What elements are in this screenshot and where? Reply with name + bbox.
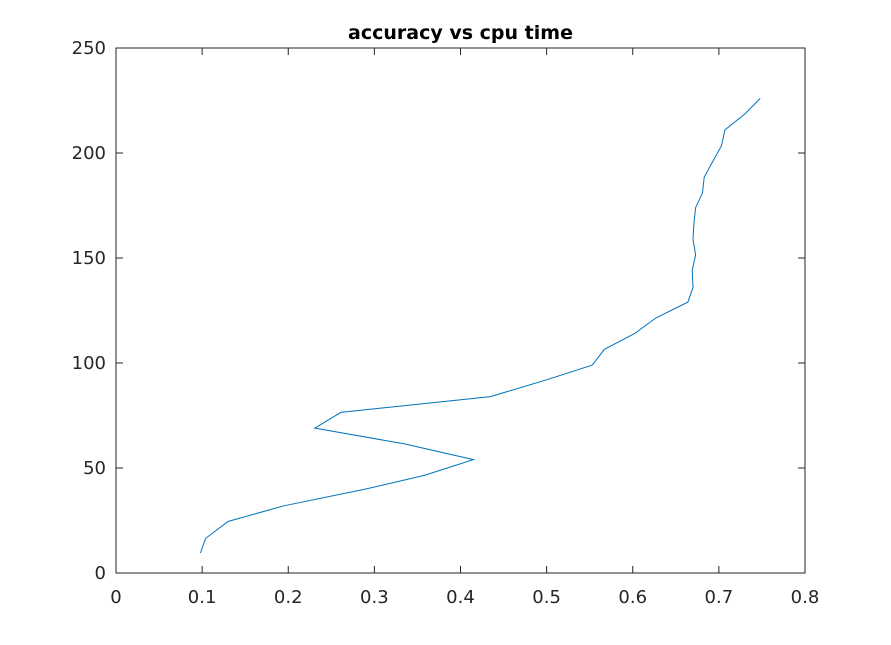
x-tick-label: 0.6 xyxy=(618,587,647,608)
x-tick-label: 0.8 xyxy=(791,587,820,608)
x-axis: 0 0.1 0.2 0.3 0.4 0.5 0.6 0.7 0.8 xyxy=(110,48,819,608)
series-line xyxy=(199,98,761,554)
y-axis: 0 50 100 150 200 250 xyxy=(72,38,805,584)
plot-area xyxy=(199,98,761,554)
axes-box xyxy=(115,47,806,574)
y-tick-label: 250 xyxy=(72,38,106,59)
x-tick-label: 0.7 xyxy=(705,587,734,608)
x-tick-label: 0 xyxy=(110,587,121,608)
x-tick-label: 0.2 xyxy=(274,587,303,608)
y-tick-label: 100 xyxy=(72,353,106,374)
y-tick-label: 200 xyxy=(72,143,106,164)
x-tick-label: 0.1 xyxy=(188,587,217,608)
chart-title: accuracy vs cpu time xyxy=(348,22,573,44)
y-tick-label: 50 xyxy=(83,458,106,479)
x-tick-label: 0.4 xyxy=(446,587,475,608)
x-tick-label: 0.3 xyxy=(360,587,389,608)
y-tick-label: 0 xyxy=(95,563,106,584)
y-tick-label: 150 xyxy=(72,248,106,269)
x-tick-label: 0.5 xyxy=(532,587,561,608)
